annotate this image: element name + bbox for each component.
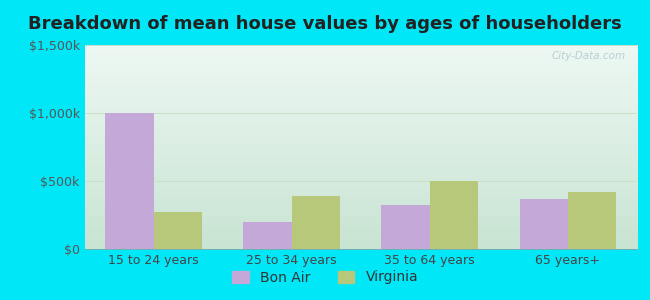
Bar [568, 192, 616, 249]
Bar [243, 222, 292, 249]
Text: City-Data.com: City-Data.com [552, 51, 626, 61]
Bar [292, 196, 340, 249]
Bar [105, 113, 153, 249]
Bar [519, 199, 568, 249]
Bar [382, 205, 430, 249]
Bar [430, 181, 478, 249]
Legend: Bon Air, Virginia: Bon Air, Virginia [226, 265, 424, 290]
Text: Breakdown of mean house values by ages of householders: Breakdown of mean house values by ages o… [28, 15, 622, 33]
Bar [153, 212, 202, 249]
